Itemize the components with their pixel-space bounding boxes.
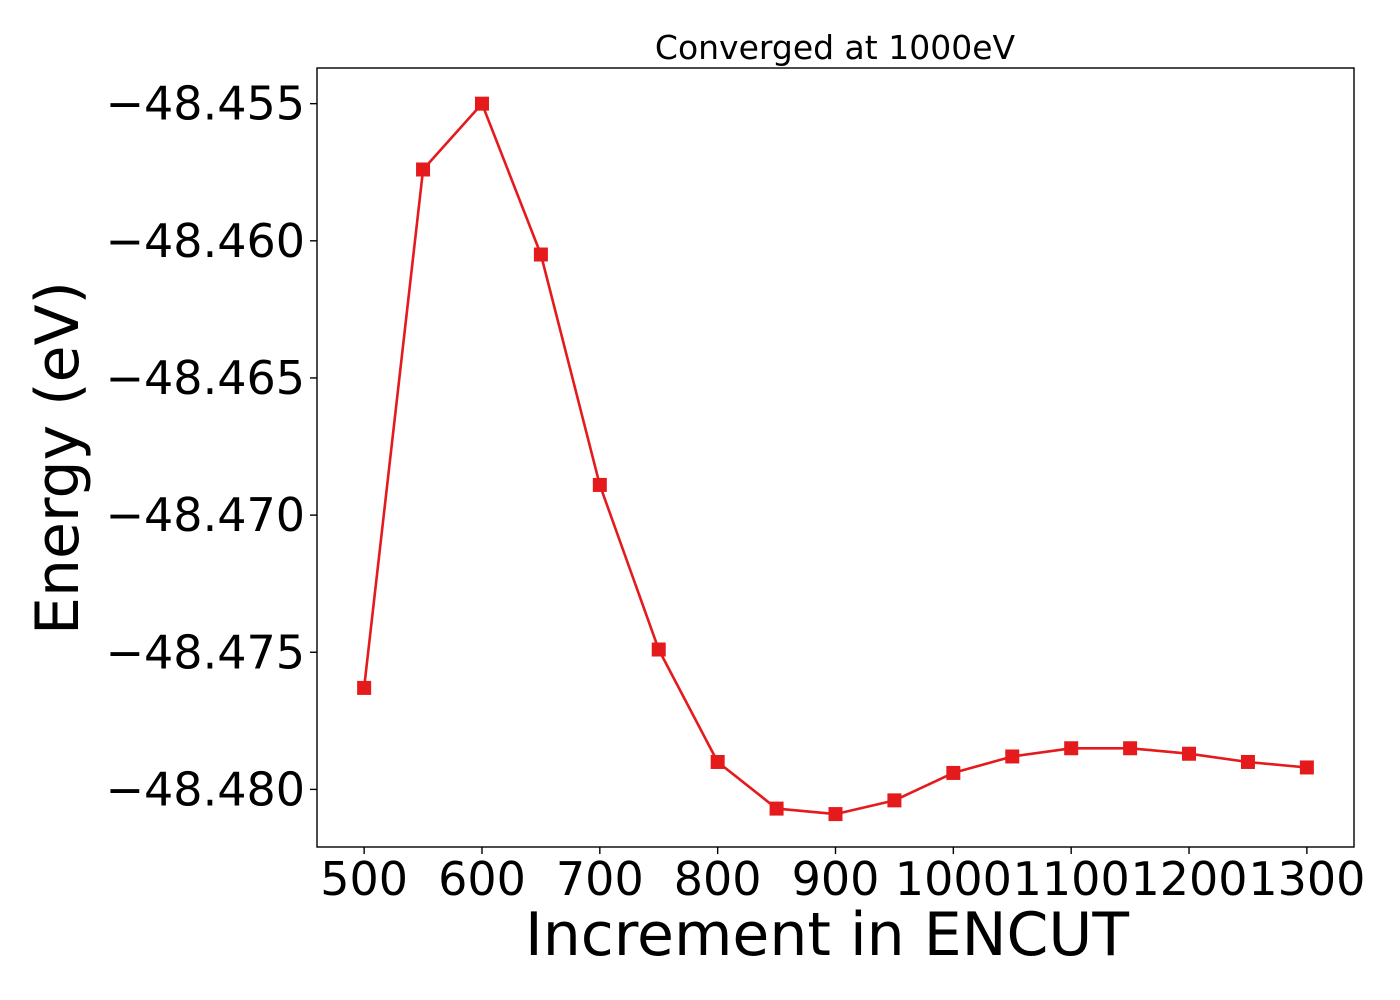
x-tick-label: 1300 xyxy=(1248,852,1365,906)
data-point-marker xyxy=(533,247,548,262)
data-point-marker xyxy=(1182,746,1197,761)
x-tick-label: 700 xyxy=(556,852,644,906)
x-tick-label: 800 xyxy=(674,852,762,906)
plot-area-frame xyxy=(316,67,1355,848)
x-tick-label: 900 xyxy=(792,852,880,906)
data-point-marker xyxy=(769,801,784,816)
chart-title: Converged at 1000eV xyxy=(655,28,1016,67)
y-tick-label: −48.475 xyxy=(106,625,306,679)
data-point-marker xyxy=(592,477,607,492)
data-point-marker xyxy=(1240,754,1255,769)
x-tick-label: 500 xyxy=(320,852,408,906)
x-tick-label: 1000 xyxy=(895,852,1012,906)
data-point-marker xyxy=(1299,760,1314,775)
data-point-marker xyxy=(416,162,431,177)
y-tick-label: −48.455 xyxy=(106,77,306,131)
data-point-marker xyxy=(1064,741,1079,756)
y-tick-label: −48.480 xyxy=(106,762,306,816)
data-point-marker xyxy=(357,680,372,695)
data-point-marker xyxy=(1123,741,1138,756)
y-axis-label: Energy (eV) xyxy=(23,281,93,635)
data-point-marker xyxy=(887,793,902,808)
series-line xyxy=(362,102,1308,816)
data-point-marker xyxy=(474,96,489,111)
data-point-marker xyxy=(651,642,666,657)
data-point-marker xyxy=(828,807,843,822)
x-tick-label: 600 xyxy=(438,852,526,906)
data-point-marker xyxy=(1005,749,1020,764)
y-tick-label: −48.465 xyxy=(106,351,306,405)
x-tick-label: 1100 xyxy=(1013,852,1130,906)
y-tick-label: −48.460 xyxy=(106,214,306,268)
data-point-marker xyxy=(946,765,961,780)
x-tick-label: 1200 xyxy=(1130,852,1247,906)
data-point-marker xyxy=(710,754,725,769)
y-tick-label: −48.470 xyxy=(106,488,306,542)
x-axis-label: Increment in ENCUT xyxy=(525,900,1129,970)
